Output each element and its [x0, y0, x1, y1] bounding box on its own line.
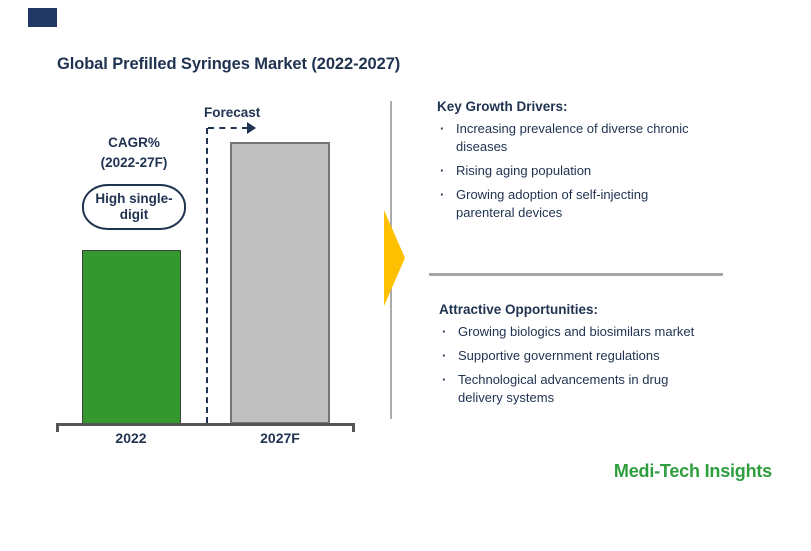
- bullet-dot: ·: [440, 163, 445, 178]
- bullet-dot: ·: [440, 121, 445, 136]
- forecast-label: Forecast: [204, 105, 261, 120]
- bar-2027f: [230, 142, 330, 424]
- section-heading-attractive-opportunities: Attractive Opportunities:: [439, 302, 599, 317]
- x-axis-tick-right: [352, 423, 355, 432]
- list-item: · Supportive government regulations: [442, 347, 694, 365]
- horizontal-divider-line: [429, 273, 723, 276]
- forecast-arrow-line: [208, 127, 248, 129]
- brand-logo: Medi-Tech Insights: [613, 461, 772, 481]
- x-axis-tick-left: [56, 423, 59, 432]
- yellow-arrow-icon: [384, 210, 405, 306]
- forecast-dashed-divider-line: [206, 128, 208, 423]
- x-axis-label-2022: 2022: [115, 430, 147, 446]
- list-item-text: Growing adoption of self-injecting paren…: [456, 187, 649, 220]
- list-item-text: Technological advancements in drug deliv…: [458, 372, 669, 405]
- top-left-accent-bar: [28, 8, 57, 27]
- attractive-opportunities-list: · Growing biologics and biosimilars mark…: [442, 323, 694, 413]
- list-item-text: Rising aging population: [456, 163, 592, 178]
- page-title: Global Prefilled Syringes Market (2022-2…: [57, 55, 401, 73]
- cagr-value-badge: High single- digit: [82, 184, 186, 230]
- key-growth-drivers-list: · Increasing prevalence of diverse chron…: [440, 120, 689, 228]
- bullet-dot: ·: [442, 348, 447, 363]
- x-axis-label-2027f: 2027F: [260, 430, 300, 446]
- bullet-dot: ·: [442, 372, 447, 387]
- cagr-label: CAGR% (2022-27F): [100, 135, 168, 170]
- bullet-dot: ·: [440, 187, 445, 202]
- list-item: · Growing biologics and biosimilars mark…: [442, 323, 694, 341]
- list-item-text: Growing biologics and biosimilars market: [458, 324, 695, 339]
- forecast-arrowhead-icon: [247, 122, 256, 134]
- section-heading-key-growth-drivers: Key Growth Drivers:: [437, 99, 568, 114]
- bullet-dot: ·: [442, 324, 447, 339]
- list-item-text: Increasing prevalence of diverse chronic…: [456, 121, 689, 154]
- list-item: · Growing adoption of self-injecting par…: [440, 186, 689, 222]
- bar-2022: [82, 250, 181, 424]
- x-axis-line: [56, 423, 355, 426]
- list-item: · Rising aging population: [440, 162, 689, 180]
- list-item-text: Supportive government regulations: [458, 348, 660, 363]
- list-item: · Technological advancements in drug del…: [442, 371, 694, 407]
- list-item: · Increasing prevalence of diverse chron…: [440, 120, 689, 156]
